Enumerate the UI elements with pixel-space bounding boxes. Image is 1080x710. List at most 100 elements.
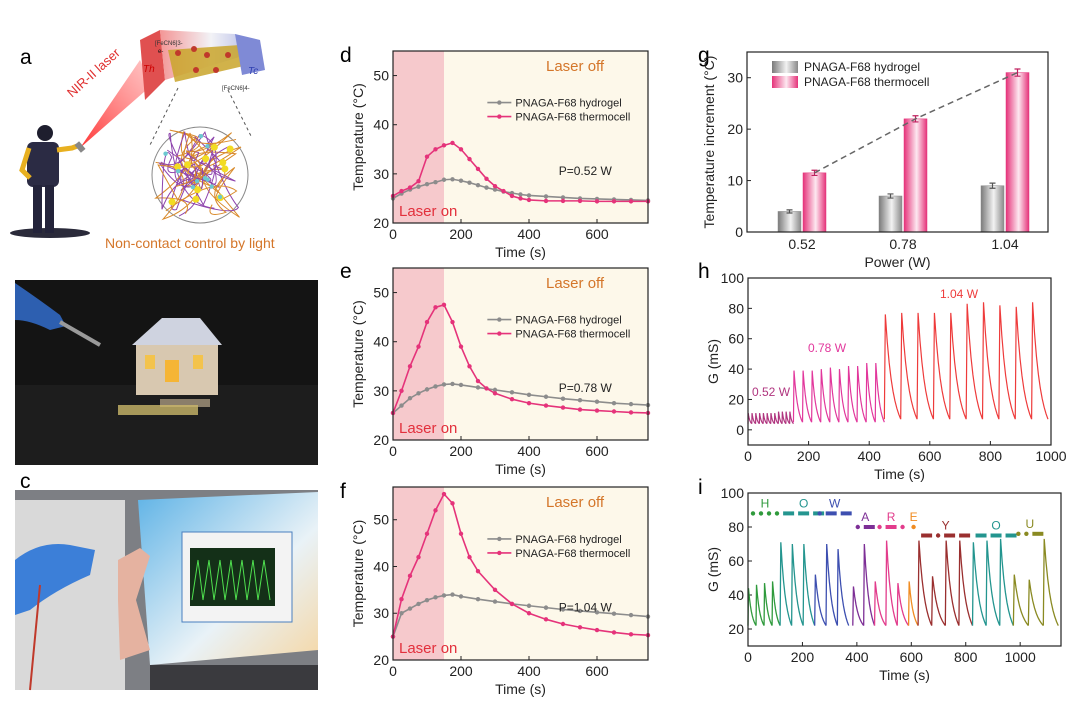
polymer-chain (166, 149, 213, 211)
morse-dot (817, 511, 822, 516)
data-point (458, 382, 464, 388)
thermocell-device (118, 405, 198, 415)
x-tick-label: 400 (845, 649, 869, 665)
x-tick-label: 600 (900, 649, 924, 665)
y-tick-label: 40 (373, 558, 389, 574)
data-point (475, 385, 481, 390)
panel-label-g: g (698, 44, 710, 67)
morse-dash (783, 511, 795, 516)
ion-dot (193, 67, 199, 73)
y-tick-label: 30 (373, 166, 389, 182)
ion-particle (221, 165, 229, 173)
data-point (543, 194, 549, 199)
plot-frame (392, 267, 649, 441)
conductance-trace (747, 581, 781, 626)
power-label: 1.04 W (940, 287, 979, 301)
ion-particle (198, 133, 204, 139)
data-point (560, 396, 566, 401)
conductance-trace (883, 302, 1049, 420)
morse-dash (921, 533, 933, 538)
data-point (492, 599, 498, 604)
legend-label: PNAGA-F68 hydrogel (515, 98, 621, 110)
panel-c-photo (15, 490, 318, 691)
x-tick-label: 1000 (1035, 448, 1066, 464)
laser-off-label: Laser off (546, 58, 605, 75)
morse-letter: E (910, 510, 918, 524)
ion-particle (194, 186, 202, 194)
electron-label: e- (158, 49, 163, 55)
error-bar (887, 193, 894, 199)
polymer-chain (161, 152, 220, 210)
data-point (458, 344, 464, 349)
plot-frame (747, 277, 1052, 446)
y-tick-label: 40 (373, 117, 389, 133)
data-point (492, 387, 498, 393)
data-point (399, 403, 404, 408)
chart-d: 0 200 400 600 20 30 40 50 Time (s) Temperature (°… (350, 50, 651, 260)
data-point (594, 408, 600, 413)
morse-dot (758, 511, 764, 516)
y-tick-label: 100 (721, 270, 745, 286)
laser-off-label: Laser off (546, 275, 605, 292)
bar-thermocell (903, 118, 928, 233)
data-point (467, 156, 472, 162)
x-tick-label: 1000 (1005, 649, 1036, 665)
x-tick-label: 200 (797, 448, 821, 464)
hot-temp-label: Th (143, 64, 155, 75)
data-point (399, 188, 404, 194)
data-point (509, 397, 515, 402)
y-tick-label: 10 (727, 173, 743, 189)
data-point (518, 196, 523, 201)
power-label: P=0.52 W (559, 164, 613, 178)
data-point (484, 185, 489, 190)
legend-marker (497, 550, 502, 556)
y-axis-label: Temperature increment (°C) (701, 56, 717, 229)
data-point (628, 410, 634, 415)
live-chart (190, 548, 275, 606)
morse-letter: O (799, 496, 808, 510)
ion-particle (192, 195, 200, 203)
data-point (458, 594, 464, 599)
data-point (526, 197, 532, 203)
conductance-trace (779, 542, 816, 626)
data-point (475, 378, 481, 384)
data-point (450, 177, 455, 182)
morse-dot (900, 524, 905, 530)
data-point (560, 607, 566, 612)
power-label: P=0.78 W (559, 381, 613, 395)
ion-particle (163, 151, 168, 156)
morse-letter: A (861, 510, 869, 524)
data-point (628, 612, 634, 618)
data-point (450, 501, 455, 506)
x-tick-label: 400 (517, 663, 541, 679)
panel-label-i: i (698, 476, 703, 499)
conductance-trace (792, 362, 885, 423)
ion-particle (202, 175, 208, 181)
zoom-line (149, 87, 179, 146)
chart-h: 0 200 400 600 800 1000 0 20 40 60 80 100 Time (s) G (… (705, 270, 1067, 482)
panel-label-d: d (340, 44, 352, 67)
x-tick-label: 200 (449, 663, 473, 679)
plot-frame (747, 492, 1062, 647)
data-point (441, 143, 447, 148)
data-point (526, 392, 532, 397)
laser-on-label: Laser on (399, 203, 457, 220)
conductance-trace (747, 411, 794, 425)
conductance-trace (907, 581, 919, 626)
data-point (441, 302, 447, 308)
data-point (560, 198, 566, 204)
y-tick-label: 0 (736, 422, 744, 438)
x-axis-label: Time (s) (495, 461, 546, 477)
data-point (450, 319, 455, 325)
data-point (416, 601, 421, 607)
x-tick-label: 0.52 (788, 236, 815, 252)
ion-ox-label: [FeCN6]3- (155, 41, 183, 47)
data-point (594, 199, 600, 204)
data-point (407, 606, 413, 611)
cold-temp-label: Tc (248, 66, 258, 77)
panel-label-h: h (698, 260, 710, 283)
conductance-trace (814, 543, 850, 626)
series-line-thermocell (392, 303, 649, 414)
data-point (543, 403, 549, 408)
error-bar (1014, 68, 1021, 77)
